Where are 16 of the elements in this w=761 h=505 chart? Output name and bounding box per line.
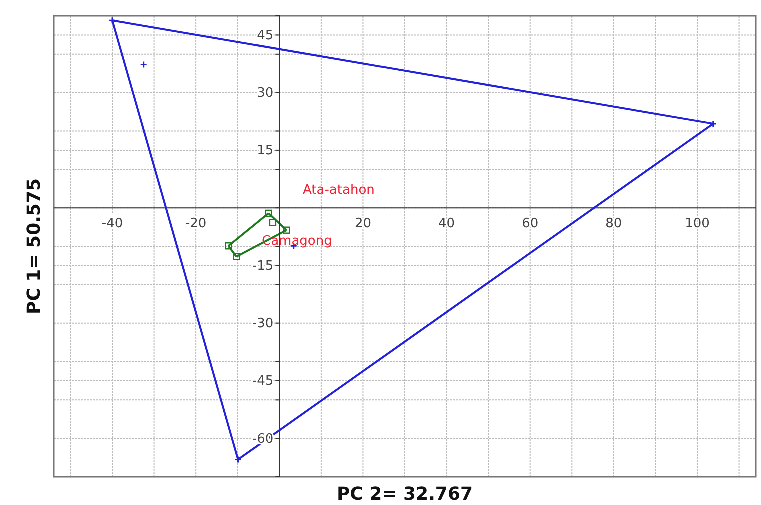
x-tick-label: -20 xyxy=(185,216,207,232)
x-tick-label: -40 xyxy=(102,216,124,232)
x-tick-label: 80 xyxy=(606,216,622,232)
x-tick-label: 100 xyxy=(685,216,710,232)
y-tick-label: 15 xyxy=(257,144,274,159)
x-tick-label: 60 xyxy=(522,216,539,232)
y-axis-title: PC 1= 50.575 xyxy=(24,178,45,315)
y-tick-label: 30 xyxy=(257,86,274,101)
x-axis-title: PC 2= 32.767 xyxy=(336,484,474,505)
y-tick-label: -30 xyxy=(252,316,274,332)
annotation: Ata-atahon xyxy=(303,183,375,198)
x-tick-label: 40 xyxy=(438,216,456,232)
x-tick-label: 20 xyxy=(354,216,372,232)
y-tick-label: -45 xyxy=(252,374,274,390)
y-tick-label: -15 xyxy=(252,258,274,274)
y-tick-label: 45 xyxy=(257,28,274,44)
